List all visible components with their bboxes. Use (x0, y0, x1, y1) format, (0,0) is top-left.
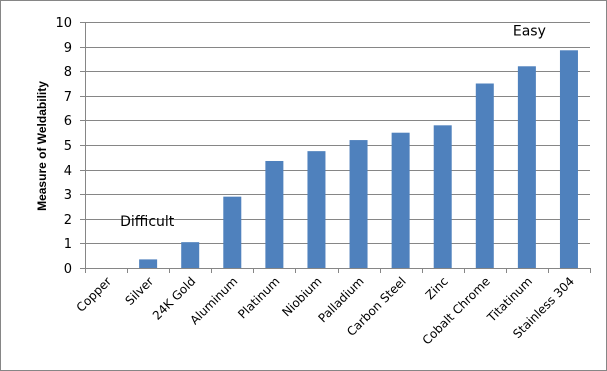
annotation-text: Easy (513, 24, 546, 40)
y-tick-label: 1 (64, 237, 72, 252)
y-tick-label: 3 (64, 188, 72, 203)
y-tick-label: 2 (64, 213, 72, 228)
y-tick-label: 8 (64, 65, 72, 80)
gridlines (85, 22, 590, 244)
y-tick-label: 5 (64, 139, 72, 154)
bar (223, 196, 242, 268)
annotations: Difficult Easy (120, 24, 546, 231)
bar (391, 132, 410, 268)
y-tick-label: 6 (64, 114, 72, 129)
y-axis-label: Measure of Weldability (35, 81, 49, 211)
bar (349, 140, 368, 268)
axes (80, 22, 591, 273)
bar (517, 66, 536, 268)
bar (139, 259, 158, 268)
y-tick-label: 0 (64, 262, 72, 277)
bar (265, 160, 284, 268)
bar (181, 242, 200, 268)
bar (475, 83, 494, 268)
bar (433, 125, 452, 268)
y-tick-labels: 0 1 2 3 4 5 6 7 8 9 10 (55, 16, 72, 277)
y-tick-label: 7 (64, 90, 72, 105)
bar (559, 50, 578, 268)
y-tick-label: 4 (64, 164, 72, 179)
annotation-text: Difficult (120, 214, 175, 230)
bars (139, 50, 578, 268)
y-tick-label: 9 (64, 41, 72, 56)
y-tick-label: 10 (55, 16, 72, 31)
bar (307, 151, 326, 268)
